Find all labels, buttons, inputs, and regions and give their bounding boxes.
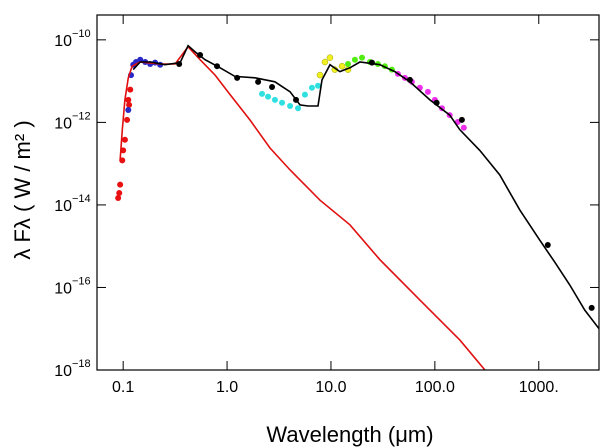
data-point (176, 60, 183, 67)
data-point (265, 93, 272, 100)
data-point (424, 88, 431, 95)
data-point (544, 241, 551, 248)
y-axis-label: λ Fλ ( W / m² ) (10, 120, 35, 259)
data-point (345, 60, 352, 67)
data-point (406, 76, 413, 83)
y-tick-exponent: −14 (72, 193, 91, 205)
y-tick-base: 10 (54, 280, 72, 297)
y-tick-label: 10 −12 (54, 110, 90, 132)
y-tick-label: 10 −14 (54, 193, 90, 215)
y-tick-exponent: −16 (72, 275, 91, 287)
data-point (127, 86, 134, 93)
data-point (338, 62, 346, 70)
data-point (321, 58, 329, 66)
data-point (359, 54, 366, 61)
data-point (316, 71, 324, 79)
data-point (314, 82, 321, 89)
data-point (351, 56, 358, 63)
x-axis-label: Wavelength (μm) (266, 422, 433, 447)
plot-area (115, 44, 599, 370)
data-point (124, 116, 131, 123)
model-line (132, 44, 599, 330)
y-tick-base: 10 (54, 198, 72, 215)
y-tick-exponent: −18 (72, 358, 91, 370)
y-tick-exponent: −10 (72, 28, 91, 40)
data-point (460, 124, 467, 131)
data-point (234, 74, 241, 81)
x-tick-label: 1.0 (216, 379, 238, 396)
data-point (115, 195, 122, 202)
model-line (119, 45, 486, 370)
data-point (259, 90, 266, 97)
x-tick-label: 1000. (519, 379, 559, 396)
data-point (214, 63, 221, 70)
data-point (326, 54, 334, 61)
x-tick-label: 100.0 (415, 379, 455, 396)
data-point (293, 96, 300, 103)
data-point (279, 99, 286, 106)
data-point (269, 84, 276, 91)
y-tick-label: 10 −10 (54, 28, 90, 50)
data-point (116, 189, 123, 196)
data-point (433, 99, 440, 106)
plot-frame (96, 14, 600, 371)
data-point (126, 101, 133, 108)
data-point (255, 78, 262, 85)
data-point (121, 136, 128, 143)
data-point (125, 96, 132, 103)
data-point (117, 181, 124, 188)
x-tick-label: 10.0 (315, 379, 346, 396)
data-point (125, 106, 132, 113)
data-point (368, 59, 375, 66)
data-point (301, 91, 308, 98)
data-point (197, 51, 204, 58)
data-point (295, 105, 302, 112)
y-tick-base: 10 (54, 115, 72, 132)
x-tick-label: 0.1 (112, 379, 134, 396)
y-tick-base: 10 (54, 33, 72, 50)
y-tick-base: 10 (54, 363, 72, 380)
data-point (308, 84, 315, 91)
y-tick-label: 10 −16 (54, 275, 90, 297)
y-tick-label: 10 −18 (54, 358, 90, 380)
data-point (287, 102, 294, 109)
data-point (458, 116, 465, 123)
data-point (271, 96, 278, 103)
y-tick-exponent: −12 (72, 110, 91, 122)
data-point (588, 304, 595, 311)
